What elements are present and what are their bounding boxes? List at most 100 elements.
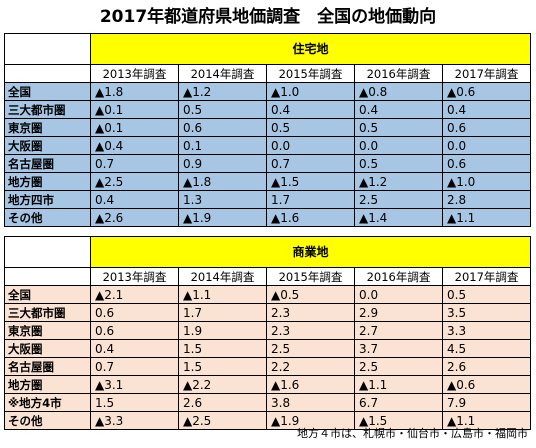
year-header: 2014年調査 — [178, 64, 267, 83]
table-row: 三大都市圏 0.6 1.7 2.3 2.9 3.5 — [4, 303, 532, 322]
value-cell: ▲1.2 — [354, 172, 443, 191]
table-row: 全国 ▲1.8 ▲1.2 ▲1.0 ▲0.8 ▲0.6 — [4, 82, 532, 101]
value-cell: 0.7 — [266, 154, 355, 173]
value-cell: 0.1 — [178, 136, 267, 155]
year-header: 2014年調査 — [178, 267, 267, 286]
value-cell: ▲2.6 — [90, 208, 179, 227]
value-cell: 2.6 — [441, 357, 532, 376]
table-row: 全国 ▲2.1 ▲1.1 ▲0.5 0.0 0.5 — [4, 285, 532, 304]
value-cell: 2.5 — [266, 339, 355, 358]
value-cell: 2.5 — [354, 190, 443, 209]
value-cell: 0.6 — [441, 154, 532, 173]
value-cell: 2.7 — [354, 321, 443, 340]
value-cell: ▲0.1 — [90, 118, 179, 137]
value-cell: ▲1.1 — [441, 208, 532, 227]
value-cell: ▲1.8 — [90, 82, 179, 101]
row-label: その他 — [4, 411, 91, 430]
table-row: その他 ▲3.3 ▲2.5 ▲1.9 ▲1.5 ▲1.1 — [4, 411, 532, 430]
row-label: 全国 — [4, 82, 91, 101]
value-cell: ▲1.1 — [354, 375, 443, 394]
value-cell: ▲1.6 — [266, 375, 355, 394]
value-cell: 1.5 — [90, 393, 179, 412]
value-cell: ▲0.6 — [441, 375, 532, 394]
value-cell: 1.7 — [178, 303, 267, 322]
value-cell: 0.4 — [441, 100, 532, 119]
value-cell: ▲1.5 — [354, 411, 443, 430]
value-cell: ▲1.5 — [266, 172, 355, 191]
value-cell: 0.6 — [441, 118, 532, 137]
value-cell: 3.5 — [441, 303, 532, 322]
value-cell: 2.3 — [266, 321, 355, 340]
value-cell: ▲3.3 — [90, 411, 179, 430]
value-cell: 0.5 — [354, 154, 443, 173]
value-cell: ▲1.2 — [178, 82, 267, 101]
table-row: 大阪圏 0.4 1.5 2.5 3.7 4.5 — [4, 339, 532, 358]
value-cell: ▲0.1 — [90, 100, 179, 119]
value-cell: 0.0 — [266, 136, 355, 155]
value-cell: 0.7 — [90, 154, 179, 173]
value-cell: 0.5 — [266, 118, 355, 137]
value-cell: 3.3 — [441, 321, 532, 340]
year-header: 2015年調査 — [266, 267, 355, 286]
value-cell: ▲1.9 — [178, 208, 267, 227]
year-header: 2013年調査 — [90, 64, 179, 83]
value-cell: 0.4 — [354, 100, 443, 119]
value-cell: 0.0 — [441, 136, 532, 155]
footnote: 地方４市は、札幌市・仙台市・広島市・福岡市 — [297, 427, 528, 440]
value-cell: ▲1.4 — [354, 208, 443, 227]
year-header: 2016年調査 — [354, 64, 443, 83]
value-cell: 0.4 — [90, 339, 179, 358]
row-label: 地方四市 — [4, 190, 91, 209]
row-label: 名古屋圏 — [4, 154, 91, 173]
commercial-heading: 商業地 — [89, 236, 532, 268]
value-cell: ▲2.1 — [90, 285, 179, 304]
value-cell: 0.7 — [90, 357, 179, 376]
value-cell: ▲0.8 — [354, 82, 443, 101]
row-label: 大阪圏 — [4, 136, 91, 155]
value-cell: 7.9 — [441, 393, 532, 412]
table-row: 名古屋圏 0.7 0.9 0.7 0.5 0.6 — [4, 154, 532, 173]
value-cell: ▲2.2 — [178, 375, 267, 394]
value-cell: 0.4 — [90, 190, 179, 209]
value-cell: 0.4 — [266, 100, 355, 119]
row-label: 地方圏 — [4, 375, 91, 394]
row-label: 名古屋圏 — [4, 357, 91, 376]
value-cell: 0.6 — [90, 303, 179, 322]
value-cell: ▲0.6 — [441, 82, 532, 101]
value-cell: 0.9 — [178, 154, 267, 173]
row-label: 全国 — [4, 285, 91, 304]
value-cell: 3.8 — [266, 393, 355, 412]
row-header-blank — [4, 64, 91, 83]
value-cell: ▲2.5 — [178, 411, 267, 430]
page-title: 2017年都道府県地価調査 全国の地価動向 — [99, 7, 437, 27]
table-row: 地方圏 ▲3.1 ▲2.2 ▲1.6 ▲1.1 ▲0.6 — [4, 375, 532, 394]
row-label: ※地方4市 — [4, 393, 91, 412]
table-row: 大阪圏 ▲0.4 0.1 0.0 0.0 0.0 — [4, 136, 532, 155]
value-cell: ▲3.1 — [90, 375, 179, 394]
value-cell: 0.5 — [354, 118, 443, 137]
value-cell: 0.6 — [90, 321, 179, 340]
table-row: 東京圏 0.6 1.9 2.3 2.7 3.3 — [4, 321, 532, 340]
value-cell: 4.5 — [441, 339, 532, 358]
row-label: 三大都市圏 — [4, 100, 91, 119]
row-label: 東京圏 — [4, 118, 91, 137]
value-cell: ▲2.5 — [90, 172, 179, 191]
value-cell: ▲0.5 — [266, 285, 355, 304]
year-header: 2017年調査 — [441, 64, 532, 83]
residential-heading: 住宅地 — [89, 33, 532, 65]
value-cell: 1.7 — [266, 190, 355, 209]
value-cell: 2.8 — [441, 190, 532, 209]
row-label: 東京圏 — [4, 321, 91, 340]
value-cell: 2.2 — [266, 357, 355, 376]
value-cell: 0.5 — [178, 100, 267, 119]
value-cell: 3.7 — [354, 339, 443, 358]
value-cell: 6.7 — [354, 393, 443, 412]
value-cell: ▲1.6 — [266, 208, 355, 227]
table-row: その他 ▲2.6 ▲1.9 ▲1.6 ▲1.4 ▲1.1 — [4, 208, 532, 227]
row-label: 大阪圏 — [4, 339, 91, 358]
table-row: ※地方4市 1.5 2.6 3.8 6.7 7.9 — [4, 393, 532, 412]
row-label: 三大都市圏 — [4, 303, 91, 322]
value-cell: ▲1.1 — [441, 411, 532, 430]
year-header: 2017年調査 — [441, 267, 532, 286]
value-cell: 2.3 — [266, 303, 355, 322]
